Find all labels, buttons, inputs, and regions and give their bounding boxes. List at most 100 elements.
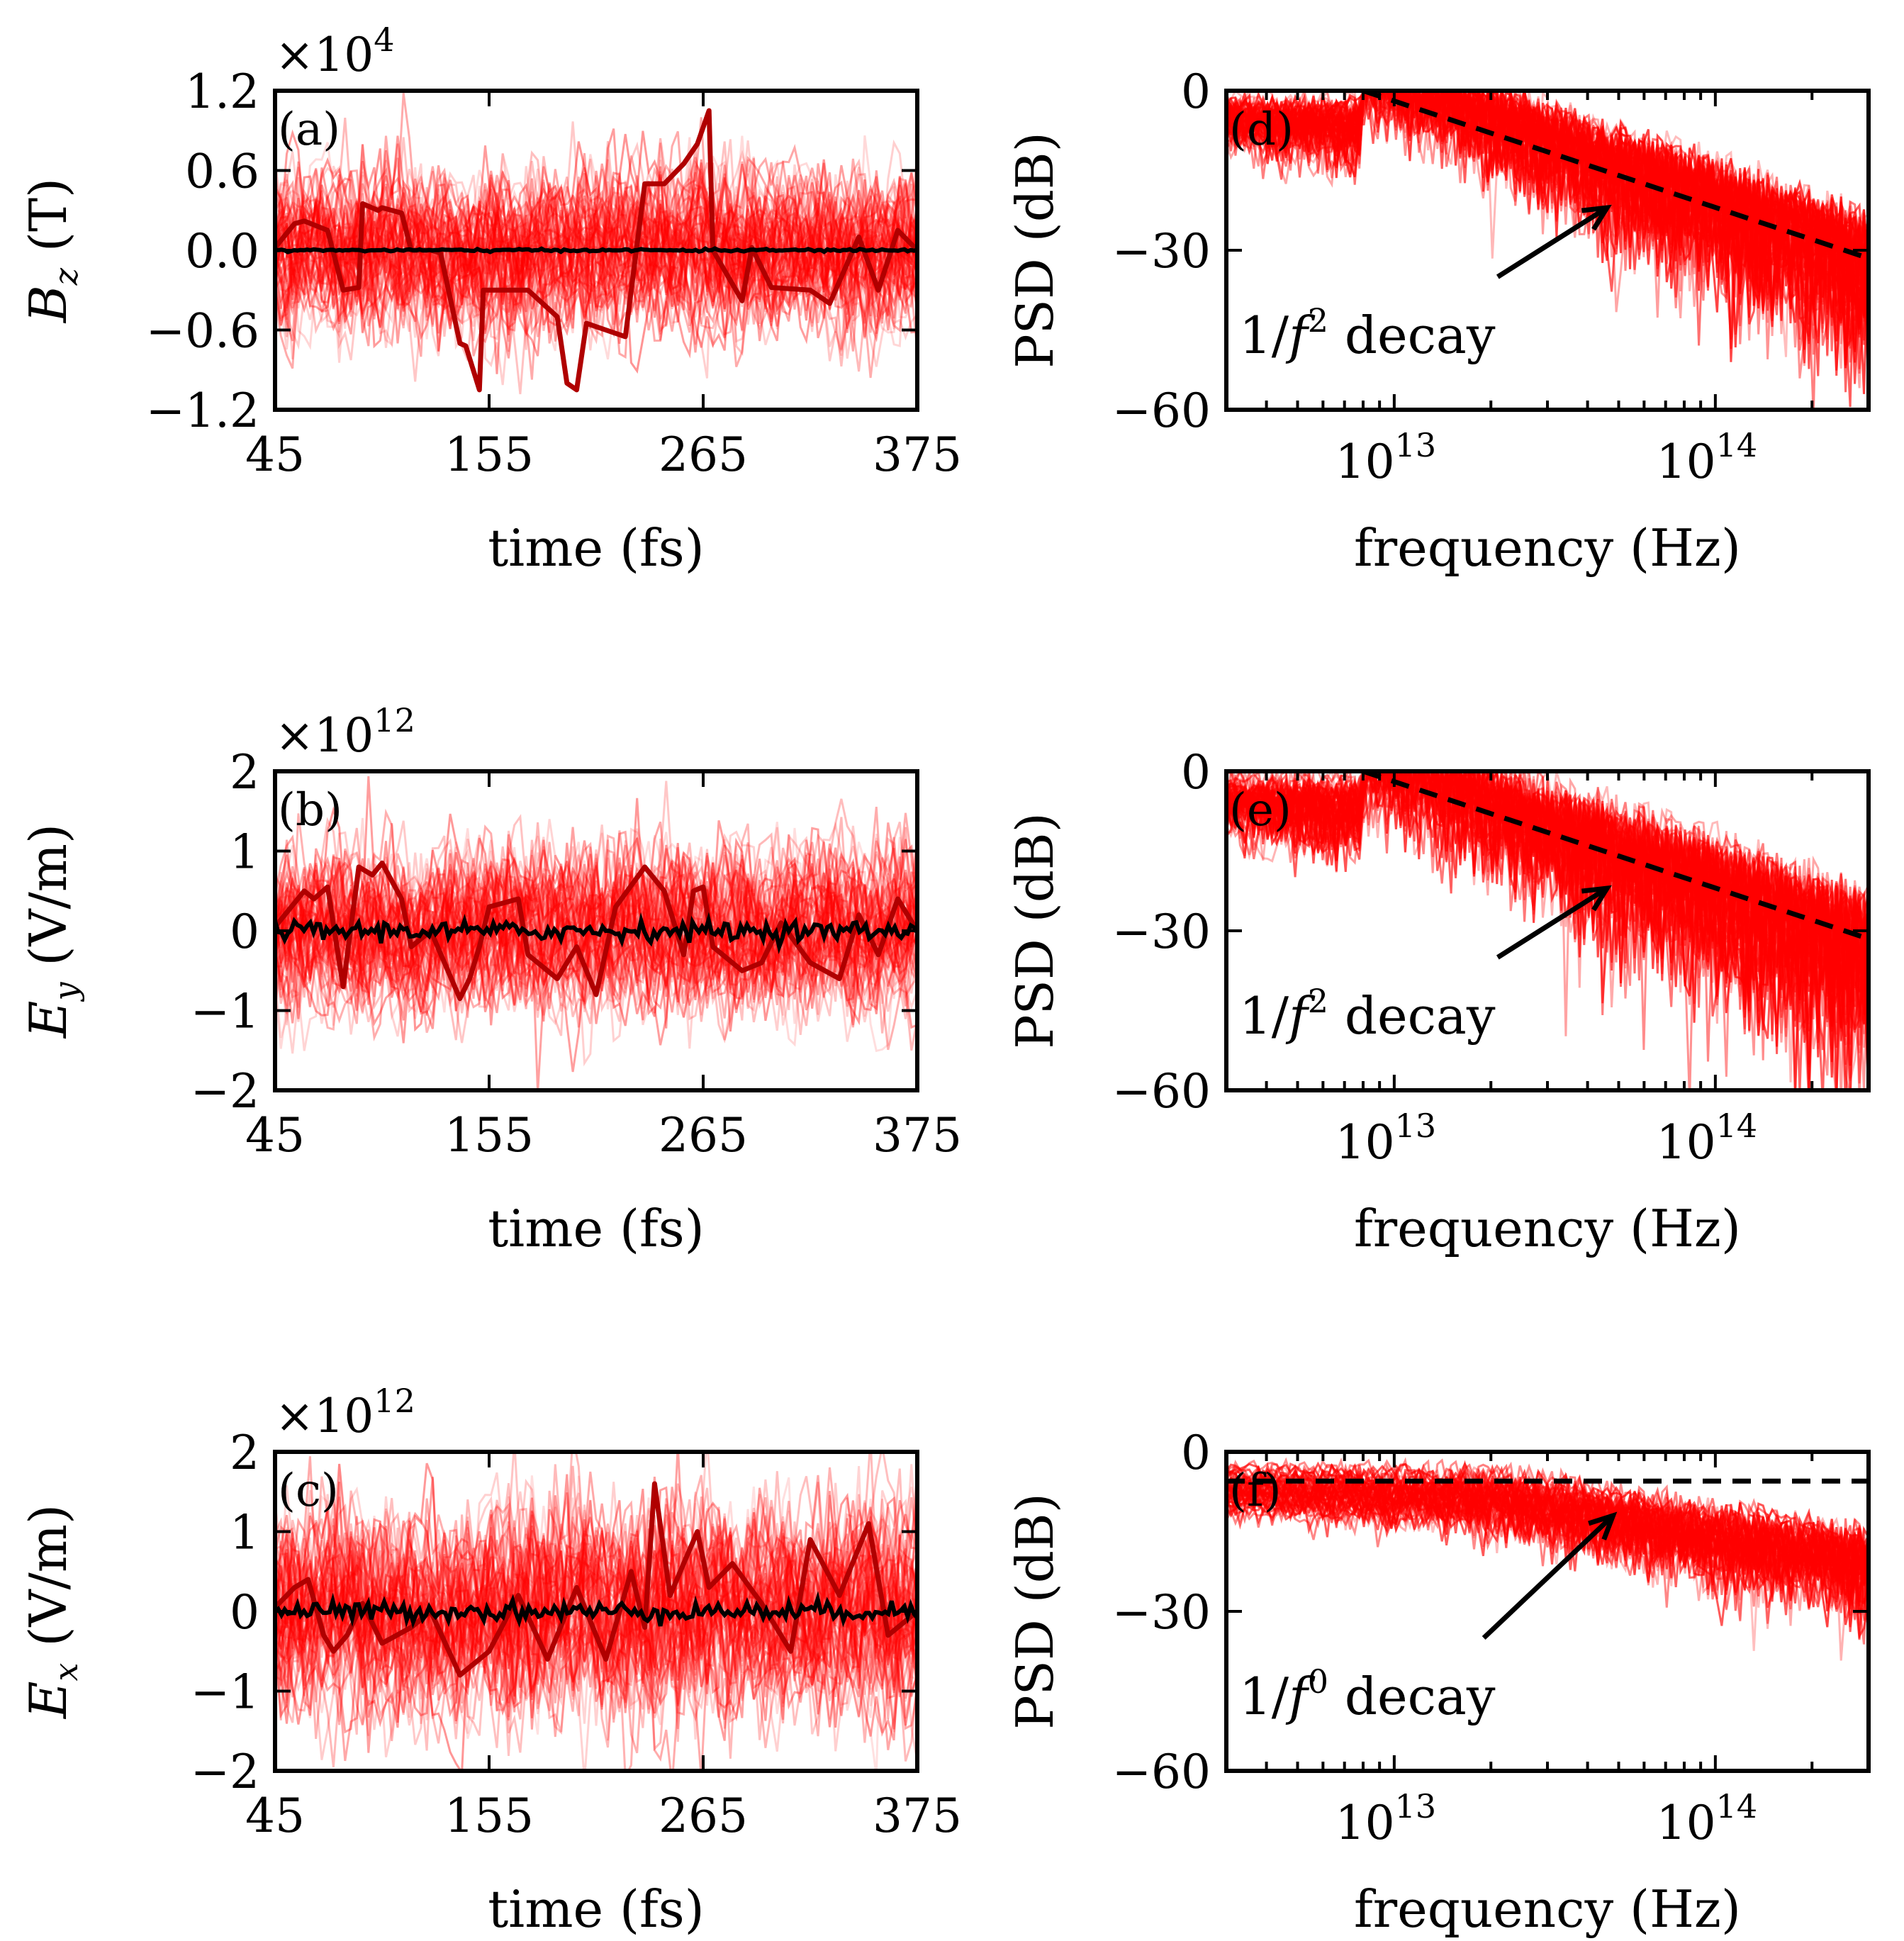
ensemble-trace: [275, 160, 917, 350]
x-tick-label: 1013: [1335, 1787, 1437, 1850]
x-axis-label: frequency (Hz): [1354, 1199, 1741, 1258]
panel-label: (b): [278, 784, 342, 837]
x-axis-label: frequency (Hz): [1354, 518, 1741, 578]
ensemble-trace: [275, 844, 917, 1029]
ensemble-trace: [275, 168, 917, 342]
ensemble-trace: [275, 827, 917, 1051]
y-axis-var: E: [18, 1681, 78, 1720]
annotation-text: 1/f0 decay: [1239, 1662, 1496, 1726]
ensemble-trace: [275, 834, 917, 1031]
y-tick-label: 1: [230, 825, 259, 880]
ensemble-trace: [275, 170, 917, 359]
x-tick-label: 375: [873, 427, 962, 482]
ensemble-trace: [275, 837, 917, 1027]
x-axis-label: time (fs): [488, 1199, 705, 1258]
ensemble-trace: [275, 825, 917, 1015]
panel-label: (a): [278, 104, 340, 156]
ensemble-trace: [275, 1486, 917, 1756]
ensemble-trace: [275, 164, 917, 367]
panel-label: (f): [1229, 1465, 1282, 1517]
psd-trace: [1226, 771, 1869, 1023]
y-tick-label: 0: [1181, 745, 1211, 800]
ensemble-trace: [275, 156, 917, 367]
psd-trace: [1226, 91, 1869, 337]
ensemble-trace: [275, 135, 917, 360]
panel-f: −60 −30 0 1013 1014 frequency (Hz) PSD (dB) (f)…: [1005, 1426, 1871, 1939]
ensemble-trace: [275, 135, 917, 315]
y-tick-label: −1.2: [146, 384, 259, 438]
ensemble-trace: [275, 823, 917, 1012]
ensemble-trace: [275, 140, 917, 326]
y-tick-label: −30: [1112, 224, 1211, 279]
x-axis-label: time (fs): [488, 518, 705, 578]
highlight-trace: [275, 108, 917, 393]
x-tick-label: 1014: [1657, 1787, 1758, 1850]
ensemble-trace: [275, 135, 917, 352]
y-tick-label: −30: [1112, 905, 1211, 959]
y-tick-label: 1: [230, 1506, 259, 1560]
x-tick-label: 1014: [1657, 426, 1758, 489]
mean-trace: [275, 246, 917, 254]
y-axis-label: PSD (dB): [1005, 812, 1065, 1049]
annotation-arrowhead: [1581, 204, 1612, 231]
ensemble-trace: [275, 1492, 917, 1718]
annotation-exp: 0: [1308, 1662, 1328, 1701]
annotation-text: 1/f2 decay: [1239, 982, 1496, 1046]
ensemble-trace: [275, 1499, 917, 1719]
ensemble-trace: [275, 1521, 917, 1754]
y-axis-sub: z: [47, 267, 85, 286]
y-tick-label: 2: [230, 1426, 259, 1480]
ensemble-trace: [275, 1463, 917, 1730]
ensemble-trace: [275, 1452, 917, 1748]
ensemble-trace: [275, 145, 917, 351]
ensemble-trace: [275, 164, 917, 327]
ensemble-trace: [275, 174, 917, 350]
ensemble-trace: [275, 1485, 917, 1771]
ensemble-trace: [275, 1452, 917, 1762]
y-tick-label: −2: [191, 1064, 259, 1119]
ensemble-trace: [275, 121, 917, 362]
ensemble-trace: [275, 137, 917, 335]
ensemble-trace: [275, 1507, 917, 1771]
annotation-arrowhead: [1588, 1511, 1618, 1540]
ensemble-trace: [275, 160, 917, 342]
ensemble-trace: [275, 128, 917, 347]
y-axis-var: E: [18, 1001, 78, 1040]
plot-area: [1226, 771, 1869, 1090]
ensemble-trace: [275, 1483, 917, 1706]
x-tick-label: 265: [659, 1108, 748, 1163]
panel-label: (d): [1229, 104, 1294, 156]
ensemble-trace: [275, 832, 917, 1024]
annotation-suffix: decay: [1328, 306, 1496, 365]
ensemble-trace: [275, 821, 917, 1018]
ensemble-trace: [275, 93, 917, 368]
y-tick-label: 0: [230, 905, 259, 959]
ensemble-trace: [275, 1520, 917, 1740]
ensemble-trace: [275, 1482, 917, 1714]
y-axis-label: PSD (dB): [1005, 1493, 1065, 1730]
ensemble-trace: [275, 150, 917, 345]
ensemble-trace: [275, 1499, 917, 1743]
ensemble-trace: [275, 1466, 917, 1724]
annotation-exp: 2: [1308, 301, 1328, 340]
annotation-arrow: [1482, 1514, 1615, 1640]
ensemble-trace: [275, 1490, 917, 1712]
ensemble-trace: [275, 177, 917, 352]
psd-trace: [1226, 1487, 1869, 1595]
offset-exponent: 4: [374, 21, 394, 59]
ensemble-trace: [275, 1495, 917, 1691]
x-tick-label: 265: [659, 427, 748, 482]
ensemble-trace: [275, 140, 917, 359]
y-axis-unit: (V/m): [18, 1504, 78, 1663]
y-tick-label: 2: [230, 745, 259, 800]
x-tick-exponent: 13: [1395, 426, 1437, 464]
ensemble-trace: [275, 143, 917, 359]
plot-area: [1226, 1457, 1869, 1661]
panel-d: −60 −30 0 1013 1014 frequency (Hz) PSD (dB) (d)…: [1005, 65, 1871, 578]
ensemble-trace: [275, 1478, 917, 1745]
ensemble-trace: [275, 849, 917, 1026]
ensemble-trace: [275, 812, 917, 1018]
psd-trace: [1226, 771, 1869, 1022]
